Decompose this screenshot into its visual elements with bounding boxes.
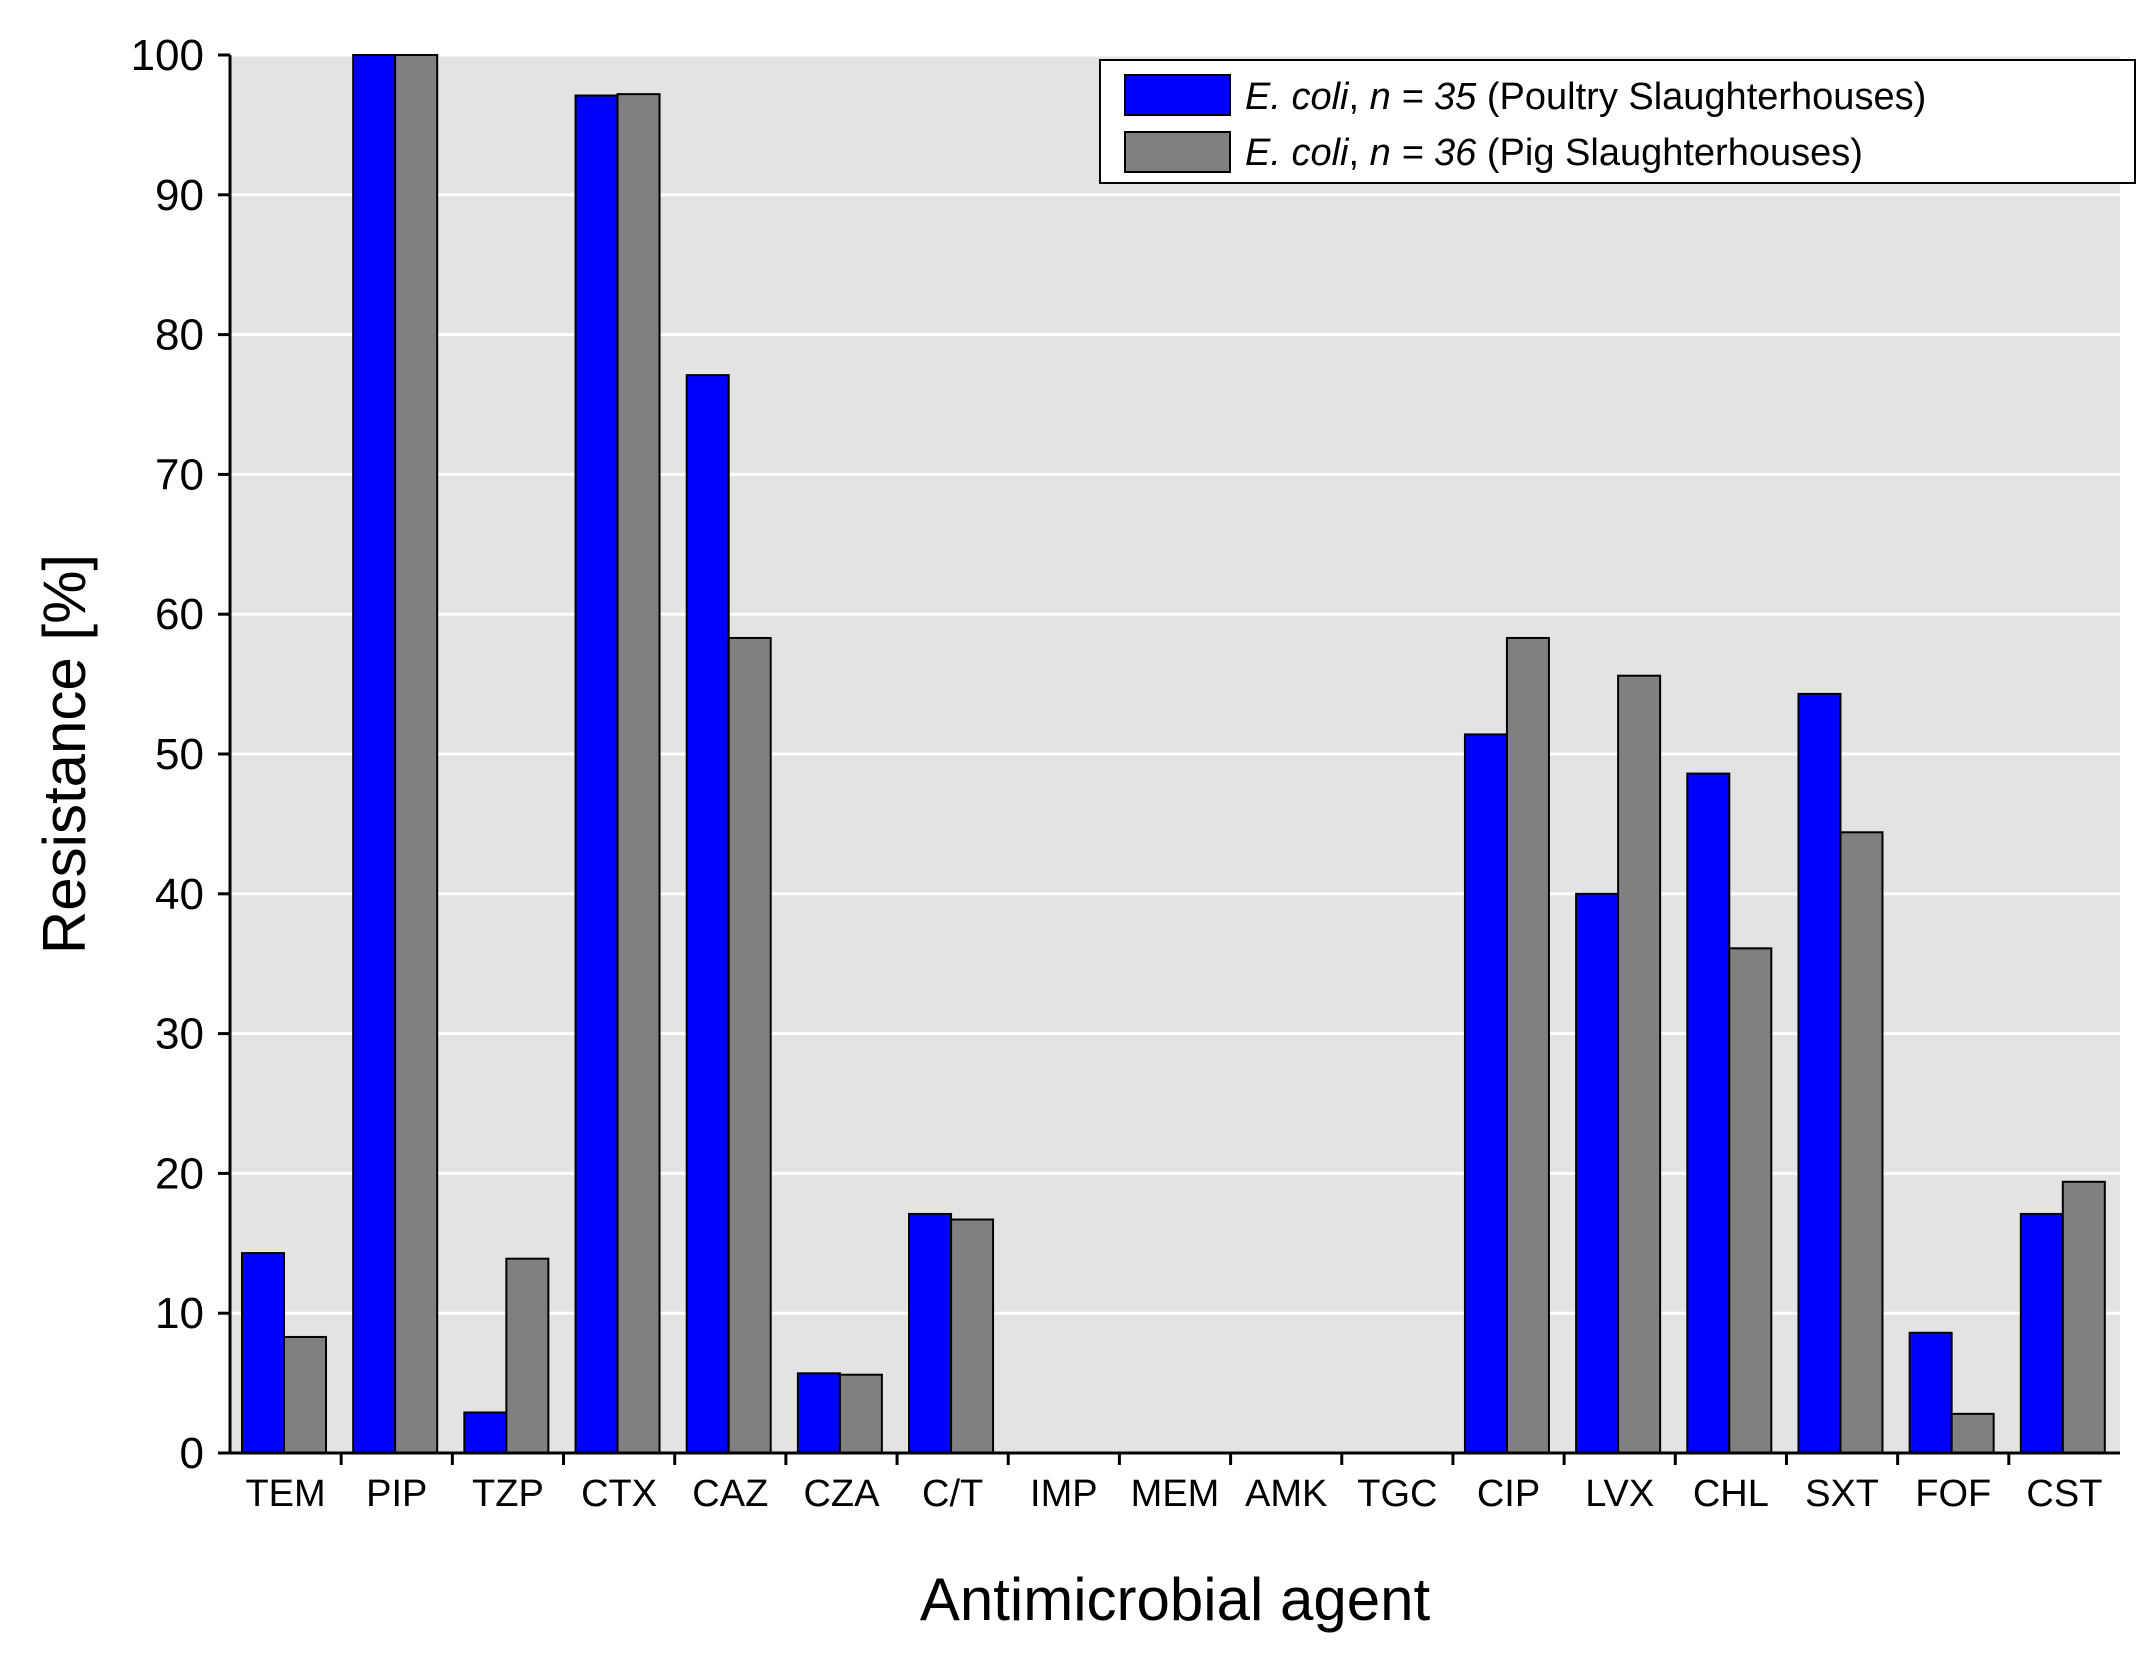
x-tick-label-fof: FOF — [1915, 1473, 1991, 1515]
y-axis-title: Resistance [%] — [31, 554, 98, 954]
x-tick-label-cst: CST — [2026, 1473, 2102, 1515]
y-tick-label-0: 0 — [180, 1429, 204, 1478]
bar-lvx-series-1 — [1575, 892, 1620, 1454]
x-tick-label-tzp: TZP — [472, 1473, 544, 1515]
legend-entry-poultry: E. coli, n = 35 (Poultry Slaughterhouses… — [1245, 76, 1926, 118]
bar-cza-series-1 — [796, 1372, 841, 1454]
y-tick-label-10: 10 — [155, 1289, 204, 1338]
legend-swatch-pig — [1124, 131, 1231, 173]
bar-pip-series-1 — [352, 54, 397, 1454]
bar-fof-series-2 — [1950, 1412, 1995, 1454]
bar-cst-series-1 — [2019, 1212, 2064, 1455]
legend: E. coli, n = 35 (Poultry Slaughterhouses… — [1099, 59, 2136, 184]
bar-sxt-series-1 — [1797, 692, 1842, 1454]
legend-box — [1099, 59, 2136, 184]
x-tick-label-ctx: CTX — [581, 1473, 657, 1515]
x-tick-label-amk: AMK — [1245, 1473, 1327, 1515]
x-tick-label-cip: CIP — [1477, 1473, 1540, 1515]
bar-tem-series-1 — [241, 1252, 285, 1455]
bar-lvx-series-2 — [1617, 674, 1662, 1454]
bar-cza-series-2 — [838, 1373, 883, 1455]
y-tick-label-50: 50 — [155, 730, 204, 779]
x-tick-label-cza: CZA — [803, 1473, 880, 1515]
bars-group — [241, 54, 2106, 1455]
bar-cst-series-2 — [2061, 1180, 2106, 1454]
y-tick-label-20: 20 — [155, 1149, 204, 1198]
bar-ct-series-1 — [908, 1212, 953, 1455]
bar-tem-series-2 — [283, 1335, 327, 1454]
y-tick-label-70: 70 — [155, 450, 204, 499]
bar-chl-series-2 — [1728, 947, 1773, 1455]
legend-entry-pig: E. coli, n = 36 (Pig Slaughterhouses) — [1245, 132, 1863, 174]
y-ticks: 0 10 20 30 40 50 60 70 80 90 100 — [131, 31, 230, 1478]
legend-swatch-poultry — [1124, 74, 1231, 116]
bar-sxt-series-2 — [1839, 831, 1884, 1454]
y-tick-label-30: 30 — [155, 1010, 204, 1059]
bar-pip-series-2 — [394, 54, 439, 1454]
y-tick-label-100: 100 — [131, 31, 204, 80]
x-tick-label-tem: TEM — [245, 1473, 325, 1515]
bar-ct-series-2 — [950, 1218, 995, 1455]
x-axis-title: Antimicrobial agent — [920, 1566, 1431, 1633]
x-tick-label-lvx: LVX — [1585, 1473, 1654, 1515]
gridlines — [230, 53, 2120, 1315]
x-tick-label-caz: CAZ — [692, 1473, 768, 1515]
x-tick-label-sxt: SXT — [1805, 1473, 1879, 1515]
bar-ctx-series-2 — [616, 93, 661, 1454]
bar-cip-series-2 — [1505, 636, 1550, 1454]
x-tick-label-tgc: TGC — [1357, 1473, 1437, 1515]
bar-caz-series-2 — [727, 636, 772, 1454]
bar-tzp-series-1 — [463, 1411, 508, 1455]
y-tick-label-80: 80 — [155, 311, 204, 360]
x-tick-label-imp: IMP — [1030, 1473, 1098, 1515]
y-tick-label-40: 40 — [155, 870, 204, 919]
x-tick-label-mem: MEM — [1131, 1473, 1220, 1515]
bar-caz-series-1 — [685, 374, 730, 1455]
bar-tzp-series-2 — [505, 1257, 550, 1454]
x-tick-label-ct: C/T — [922, 1473, 983, 1515]
x-ticks: TEM PIP TZP CTX CAZ CZA C/T IMP MEM AMK TGC CIP LVX C… — [245, 1453, 2102, 1515]
bar-cip-series-1 — [1463, 733, 1508, 1454]
bar-fof-series-1 — [1908, 1331, 1953, 1454]
x-tick-label-pip: PIP — [366, 1473, 427, 1515]
bar-chl-series-1 — [1686, 772, 1731, 1454]
y-tick-label-90: 90 — [155, 171, 204, 220]
x-tick-label-chl: CHL — [1693, 1473, 1769, 1515]
bar-ctx-series-1 — [574, 94, 619, 1455]
y-tick-label-60: 60 — [155, 590, 204, 639]
